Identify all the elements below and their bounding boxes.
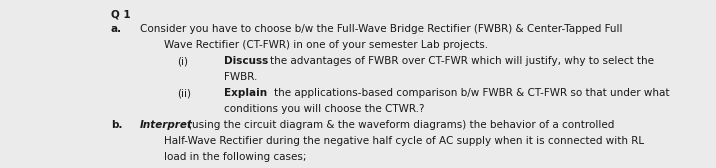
Text: Wave Rectifier (CT-FWR) in one of your semester Lab projects.: Wave Rectifier (CT-FWR) in one of your s… [164, 40, 488, 50]
Text: load in the following cases;: load in the following cases; [164, 152, 306, 162]
Text: (i): (i) [178, 56, 188, 66]
Text: Consider you have to choose b/w the Full-Wave Bridge Rectifier (FWBR) & Center-T: Consider you have to choose b/w the Full… [140, 24, 622, 34]
Text: (using the circuit diagram & the waveform diagrams) the behavior of a controlled: (using the circuit diagram & the wavefor… [188, 120, 614, 130]
Text: the advantages of FWBR over CT-FWR which will justify, why to select the: the advantages of FWBR over CT-FWR which… [270, 56, 654, 66]
Text: FWBR.: FWBR. [224, 72, 258, 82]
Text: Discuss: Discuss [224, 56, 268, 66]
Text: Interpret: Interpret [140, 120, 193, 130]
Text: Half-Wave Rectifier during the negative half cycle of AC supply when it is conne: Half-Wave Rectifier during the negative … [164, 136, 644, 146]
Text: b.: b. [111, 120, 122, 130]
Text: Q 1: Q 1 [111, 9, 130, 19]
Text: (ii): (ii) [178, 88, 192, 98]
Text: the applications-based comparison b/w FWBR & CT-FWR so that under what: the applications-based comparison b/w FW… [274, 88, 669, 98]
Text: Explain: Explain [224, 88, 267, 98]
Text: a.: a. [111, 24, 122, 34]
Text: conditions you will choose the CTWR.?: conditions you will choose the CTWR.? [224, 104, 425, 114]
